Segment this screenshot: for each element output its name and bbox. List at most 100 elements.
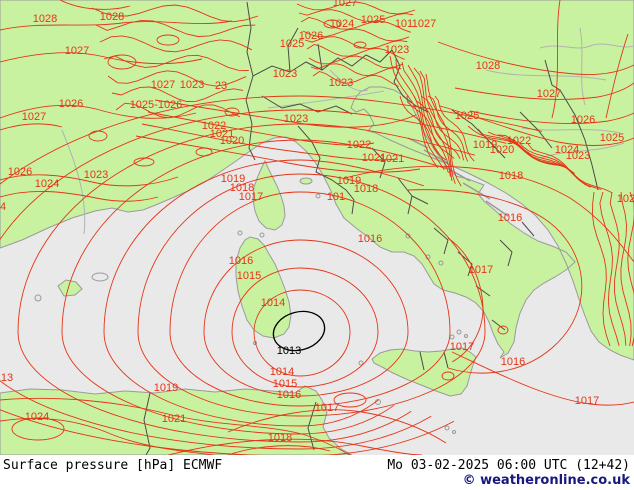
isobar-label: 102 — [617, 193, 634, 205]
rivers — [61, 27, 634, 235]
isobars — [0, 0, 634, 455]
isobar-label: 1019 — [154, 382, 178, 394]
isobar-label: 1024 — [555, 144, 579, 156]
isobar-line — [0, 95, 543, 455]
isobar-line — [111, 86, 244, 102]
island-sicily — [371, 347, 477, 397]
isobar-label: 1028 — [100, 11, 124, 23]
isobar-label: 1017 — [450, 341, 474, 353]
timestamp: Mo 03-02-2025 06:00 UTC (12+42) — [387, 458, 630, 473]
map-title: Surface pressure [hPa] ECMWF — [3, 458, 223, 473]
isobar-line — [0, 20, 233, 31]
isobar-line — [300, 17, 411, 33]
isobar-label: 1023 — [180, 79, 204, 91]
low-pressure-label: 1013 — [277, 345, 301, 357]
isobar-closed-contour — [323, 19, 341, 29]
isobar-line — [135, 135, 421, 173]
isobar-line — [447, 237, 484, 363]
isobar-line — [413, 67, 453, 181]
isobar-line — [407, 189, 583, 374]
low-pressure-contour — [272, 310, 326, 352]
isobar-label: 101 — [327, 191, 345, 203]
isobar-label: 1027 — [333, 0, 357, 9]
isobar-closed-contour — [497, 325, 509, 335]
small-islands — [34, 193, 468, 434]
isobar-label: 23 — [215, 80, 227, 92]
isobar-line — [103, 54, 249, 71]
isobar-label: 1022 — [202, 120, 226, 132]
isobar-line — [425, 73, 462, 187]
isobar-line — [99, 35, 253, 53]
isobar-line — [437, 41, 634, 75]
isobar-line — [551, 0, 561, 119]
isobar-label: 1027 — [537, 88, 561, 100]
isobar-line — [154, 99, 417, 128]
isobar-label: 1024 — [35, 178, 59, 190]
isobar-label: 1024 — [330, 18, 354, 30]
isobar-line — [115, 102, 241, 119]
isobar-label: 1027 — [412, 18, 436, 30]
isobar-label: 1023 — [566, 150, 590, 162]
isobar-line — [296, 1, 416, 15]
isobar-label: 1024 — [25, 411, 49, 423]
isobar-line — [203, 239, 409, 397]
isobar-line — [517, 140, 602, 190]
isobar-label: 101 — [395, 18, 413, 30]
isobar-label: 1022 — [507, 135, 531, 147]
isobar-line — [413, 95, 461, 159]
isobar-line — [227, 445, 331, 455]
isobar-line — [137, 173, 486, 417]
isobar-line — [406, 95, 455, 159]
isobar-label: 1016 — [277, 389, 301, 401]
isobar-label: 1026 — [8, 166, 32, 178]
isobar-line — [620, 191, 632, 346]
isobar-line — [91, 4, 259, 23]
isobar-closed-contour — [11, 417, 65, 441]
isobar-line — [141, 123, 399, 161]
isobar-label: 1025 — [280, 38, 304, 50]
isobar-label: 1017 — [575, 395, 599, 407]
isobar-label: 4 — [0, 201, 6, 213]
isobar-label: 1018 — [268, 432, 292, 444]
isobar-closed-contour — [107, 54, 137, 70]
isobar-line — [107, 70, 247, 87]
isobar-line — [103, 159, 424, 427]
isobar-line — [407, 64, 451, 177]
isobar-line — [0, 190, 159, 202]
isobar-label: 1017 — [469, 264, 493, 276]
isobar-line — [0, 109, 507, 450]
isobar-label: 1019 — [337, 175, 361, 187]
isobar-line — [605, 33, 629, 119]
isobar-line — [312, 70, 399, 87]
isobar-label: 1021 — [362, 152, 386, 164]
isobar-label: 1023 — [329, 77, 353, 89]
isobar-line — [17, 123, 476, 443]
isobar-closed-contour — [195, 147, 213, 157]
isobar-label: 1016 — [229, 255, 253, 267]
isobar-label: 1023 — [284, 113, 308, 125]
isobar-label: 1026 — [299, 30, 323, 42]
isobar-closed-contour — [333, 392, 367, 408]
isobar-label: 1026 — [571, 114, 595, 126]
isobar-line — [227, 409, 447, 444]
isobar-label: 1018 — [499, 170, 523, 182]
isobar-label: 1025 — [361, 14, 385, 26]
isobar-label: 1028 — [476, 60, 500, 72]
isobar-line — [231, 267, 379, 388]
isobar-line — [627, 191, 634, 347]
isobar-line — [395, 58, 445, 171]
isobar-label: 1017 — [315, 402, 339, 414]
island-sardinia — [235, 236, 292, 339]
isobar-line — [599, 191, 620, 346]
isobar-label: 1027 — [65, 45, 89, 57]
isobar-label: 1021 — [162, 413, 186, 425]
isobar-label: 1014 — [261, 297, 285, 309]
isobar-label: 1018 — [354, 183, 378, 195]
isobar-closed-contour — [441, 371, 455, 381]
isobar-line — [169, 191, 451, 407]
isobar-line — [420, 95, 465, 161]
isobar-label: 1021 — [210, 128, 234, 140]
isobar-label: 1025 — [600, 132, 624, 144]
isobar-line — [304, 36, 408, 50]
isobar-line — [0, 418, 215, 455]
